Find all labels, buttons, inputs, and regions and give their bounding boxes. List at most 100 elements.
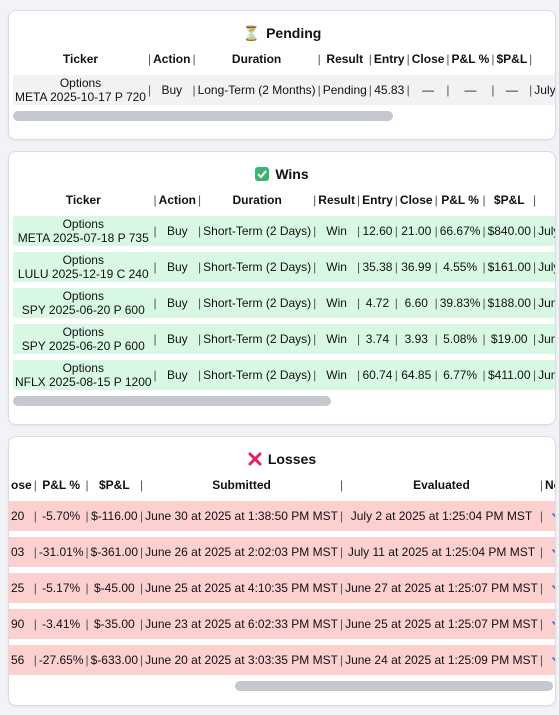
check-box-icon: [255, 166, 270, 182]
evaluated-cell: June 27 at 2025 at 1:25:07 PM MST: [343, 573, 540, 603]
chevron-down-icon[interactable]: [551, 546, 555, 556]
col-duration: Duration: [232, 193, 282, 207]
col-entry: Entry: [373, 52, 405, 66]
note-cell[interactable]: [542, 501, 555, 531]
note-cell[interactable]: [542, 537, 555, 567]
table-row[interactable]: Options NFLX 2025-08-15 P 1200 | Buy | Short-…: [13, 360, 555, 390]
losses-card: Losses ose | P&L % | $P&L | Submitted | …: [8, 436, 556, 706]
wins-title: Wins: [9, 166, 555, 182]
entry-cell: 3.74: [360, 324, 395, 354]
wins-table: Ticker | Action | Duration | Result | En…: [13, 190, 555, 390]
losses-title: Losses: [9, 451, 555, 467]
col-pnl-pct: P&L %: [42, 478, 81, 492]
note-cell[interactable]: [542, 573, 555, 603]
ticker-cell: Options META 2025-10-17 P 720: [13, 75, 148, 105]
pnl-pct-cell: 66.67%: [437, 216, 483, 246]
close-cell: 64.85: [397, 360, 435, 390]
action-cell: Buy: [151, 75, 193, 105]
submitted-cell: June 30 at 2025 at 1:38:50 PM MST: [143, 501, 340, 531]
pnl-cell: $-361.00: [88, 537, 141, 567]
losses-table-wrap[interactable]: ose | P&L % | $P&L | Submitted | Evaluat…: [9, 475, 555, 675]
wins-table-wrap[interactable]: Ticker | Action | Duration | Result | En…: [13, 190, 555, 390]
col-action: Action: [153, 52, 191, 66]
table-row[interactable]: 25 | -5.17% | $-45.00 | June 25 at 2025 at 4:1…: [9, 573, 555, 603]
table-row[interactable]: 03 | -31.01% | $-361.00 | June 26 at 2025 at 2…: [9, 537, 555, 567]
losses-scrollbar[interactable]: [235, 681, 553, 691]
table-row[interactable]: Options META 2025-10-17 P 720 | Buy | Lon…: [13, 75, 555, 105]
chevron-down-icon[interactable]: [551, 510, 555, 520]
chevron-down-icon[interactable]: [551, 618, 555, 628]
entry-cell: 60.74: [360, 360, 395, 390]
close-cell: 56: [9, 645, 34, 675]
pending-title-text: Pending: [266, 25, 322, 41]
table-row[interactable]: Options META 2025-07-18 P 735 | Buy | Short-T…: [13, 216, 555, 246]
hourglass-icon: ⏳: [242, 25, 261, 41]
pnl-cell: $19.00: [485, 324, 533, 354]
wins-scrollbar[interactable]: [13, 396, 331, 406]
result-cell: Win: [316, 252, 357, 282]
table-row[interactable]: 90 | -3.41% | $-35.00 | June 23 at 2025 at 6:0…: [9, 609, 555, 639]
col-pnl-pct: P&L %: [441, 193, 479, 207]
col-evaluated: Evaluated: [413, 478, 470, 492]
evaluated-cell: June 25 at 2025 at 1:25:07 PM MST: [343, 609, 540, 639]
col-note: Note: [544, 478, 555, 492]
table-row[interactable]: Options SPY 2025-06-20 P 600 | Buy | Short-Te…: [13, 288, 555, 318]
note-cell[interactable]: [542, 609, 555, 639]
pnl-pct-cell: 39.83%: [437, 288, 483, 318]
wins-card: Wins Ticker | Action | Duration | Result…: [8, 151, 556, 425]
pnl-cell: $-35.00: [88, 609, 141, 639]
losses-header-row: ose | P&L % | $P&L | Submitted | Evaluat…: [9, 475, 555, 495]
pending-table: Ticker | Action | Duration | Result | En…: [13, 49, 555, 105]
close-cell: —: [409, 75, 447, 105]
entry-cell: 35.38: [360, 252, 395, 282]
result-cell: Win: [316, 324, 357, 354]
pnl-pct-cell: -3.41%: [36, 609, 86, 639]
submitted-cell: July 1 at: [536, 252, 555, 282]
red-x-icon: [248, 451, 262, 467]
result-cell: Win: [316, 216, 357, 246]
duration-cell: Short-Term (2 Days): [201, 324, 314, 354]
chevron-down-icon[interactable]: [551, 654, 555, 664]
close-cell: 90: [9, 609, 34, 639]
table-row[interactable]: 56 | -27.65% | $-633.00 | June 20 at 2025 at 3…: [9, 645, 555, 675]
result-cell: Win: [316, 360, 357, 390]
duration-cell: Short-Term (2 Days): [201, 252, 314, 282]
table-row[interactable]: 20 | -5.70% | $-116.00 | June 30 at 2025 at 1:…: [9, 501, 555, 531]
col-ticker: Ticker: [62, 52, 99, 66]
table-row[interactable]: Options LULU 2025-12-19 C 240 | Buy | Short-T…: [13, 252, 555, 282]
col-action: Action: [158, 193, 197, 207]
pnl-cell: $840.00: [485, 216, 533, 246]
submitted-cell: June 20 at 2025 at 3:03:35 PM MST: [143, 645, 340, 675]
ticker-cell: Options NFLX 2025-08-15 P 1200: [13, 360, 154, 390]
duration-cell: Short-Term (2 Days): [201, 360, 314, 390]
action-cell: Buy: [156, 252, 199, 282]
ticker-cell: Options LULU 2025-12-19 C 240: [13, 252, 154, 282]
close-cell: 6.60: [397, 288, 435, 318]
col-pnl-pct: P&L %: [451, 52, 490, 66]
col-entry: Entry: [362, 193, 393, 207]
pnl-pct-cell: 4.55%: [437, 252, 483, 282]
col-submitted: [536, 190, 555, 210]
pnl-pct-cell: —: [449, 75, 492, 105]
evaluated-cell: June 24 at 2025 at 1:25:09 PM MST: [343, 645, 540, 675]
chevron-down-icon[interactable]: [551, 582, 555, 592]
pnl-cell: $-116.00: [88, 501, 141, 531]
result-cell: Win: [316, 288, 357, 318]
pending-table-wrap[interactable]: Ticker | Action | Duration | Result | En…: [13, 49, 555, 105]
pending-title: ⏳ Pending: [9, 25, 555, 42]
pnl-pct-cell: 6.77%: [437, 360, 483, 390]
col-submitted: Submitted: [212, 478, 271, 492]
col-close: Close: [411, 52, 445, 66]
wins-title-text: Wins: [275, 166, 309, 182]
action-cell: Buy: [156, 288, 199, 318]
losses-title-text: Losses: [267, 451, 317, 467]
table-row[interactable]: Options SPY 2025-06-20 P 600 | Buy | Short-Te…: [13, 324, 555, 354]
pnl-cell: $411.00: [485, 360, 533, 390]
pending-scrollbar[interactable]: [13, 111, 393, 121]
pnl-pct-cell: -31.01%: [36, 537, 86, 567]
col-pnl: $P&L: [496, 52, 528, 66]
col-result: Result: [326, 52, 364, 66]
pnl-cell: $-45.00: [88, 573, 141, 603]
note-cell[interactable]: [542, 645, 555, 675]
duration-cell: Short-Term (2 Days): [201, 288, 314, 318]
